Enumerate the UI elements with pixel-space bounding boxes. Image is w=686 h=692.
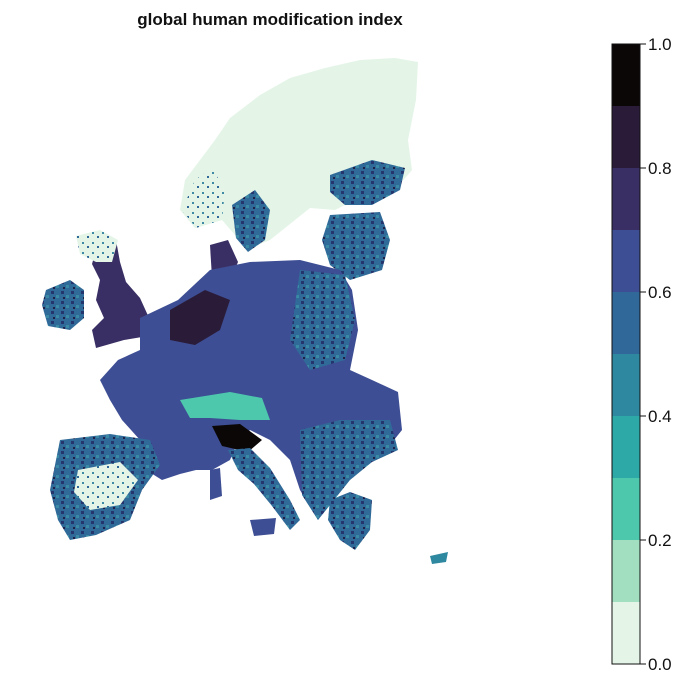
- po-valley: [212, 424, 262, 452]
- benelux-germany-dense: [170, 290, 230, 345]
- map-title: global human modification index: [137, 10, 403, 29]
- legend-frame: [611, 43, 641, 665]
- sweden-south: [232, 190, 270, 252]
- norway-coast: [182, 168, 225, 228]
- legend-tick-label-0: 0.0: [648, 655, 672, 674]
- legend-tick-label-4: 0.8: [648, 159, 672, 178]
- greece: [328, 492, 372, 550]
- legend-tick-label-1: 0.2: [648, 531, 672, 550]
- legend-tick-label-2: 0.4: [648, 407, 672, 426]
- ireland: [42, 280, 84, 330]
- legend-bin-1: [612, 540, 640, 602]
- legend-bin-2: [612, 478, 640, 540]
- color-legend: 0.0 0.2 0.4 0.6 0.8 1.0: [611, 35, 672, 674]
- legend-bin-4: [612, 354, 640, 416]
- east-speckle: [290, 270, 355, 370]
- balkans: [300, 420, 398, 520]
- cyprus: [430, 552, 448, 564]
- sicily: [250, 518, 276, 536]
- legend-bin-9: [612, 44, 640, 106]
- baltics: [322, 212, 390, 280]
- alps: [180, 392, 270, 420]
- legend-bin-0: [612, 602, 640, 664]
- legend-bin-8: [612, 106, 640, 168]
- legend-bin-5: [612, 292, 640, 354]
- finland-south: [330, 160, 405, 205]
- scotland: [76, 230, 118, 262]
- great-britain: [92, 240, 150, 348]
- legend-bin-3: [612, 416, 640, 478]
- iberia-interior: [74, 462, 138, 510]
- legend-bin-6: [612, 230, 640, 292]
- legend-tick-label-5: 1.0: [648, 35, 672, 54]
- italy: [228, 448, 300, 530]
- sardinia: [210, 468, 222, 500]
- europe-map: [42, 58, 448, 564]
- legend-tick-label-3: 0.6: [648, 283, 672, 302]
- legend-bin-7: [612, 168, 640, 230]
